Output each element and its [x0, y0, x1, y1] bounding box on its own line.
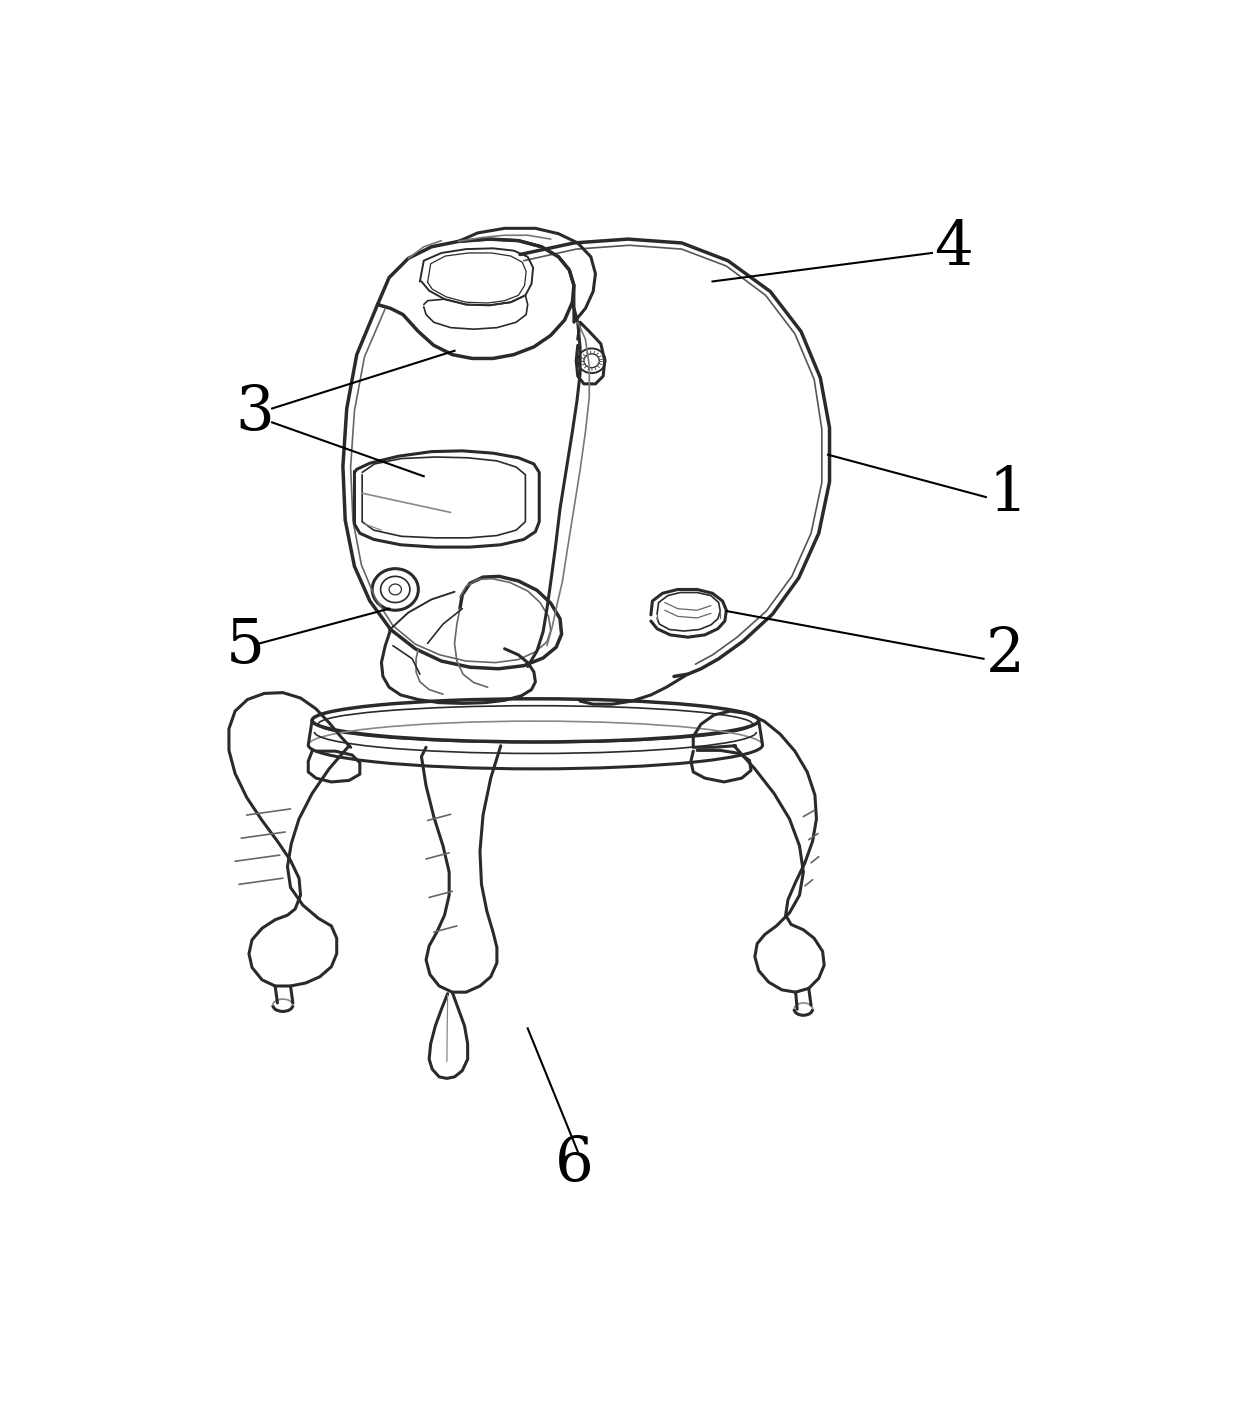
Text: 5: 5	[226, 616, 265, 675]
Text: 3: 3	[236, 382, 274, 443]
Text: 6: 6	[554, 1133, 593, 1193]
Text: 4: 4	[934, 216, 973, 277]
Text: 2: 2	[986, 625, 1024, 685]
Text: 1: 1	[988, 463, 1027, 524]
